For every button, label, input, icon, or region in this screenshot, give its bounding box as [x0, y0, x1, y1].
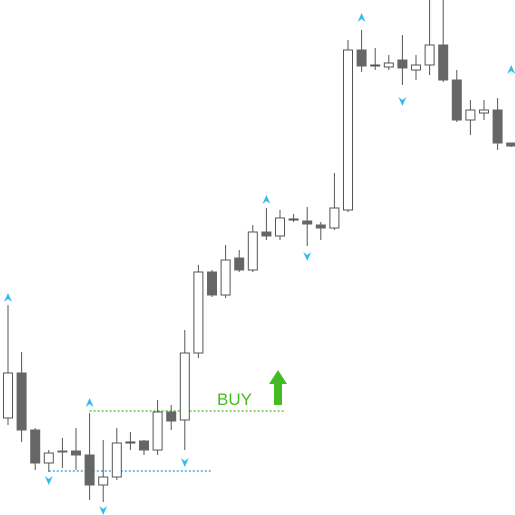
down-fractal [44, 476, 53, 485]
candle-body [43, 452, 54, 464]
up-fractal [262, 195, 271, 204]
candle-body [152, 411, 163, 451]
candle-body [424, 44, 435, 66]
candle-body [139, 440, 149, 451]
candle-body [506, 142, 515, 147]
candle-body [329, 207, 340, 229]
candle-body [383, 62, 394, 68]
candle-body [16, 372, 27, 431]
buy-arrow [269, 370, 287, 405]
candle-body [397, 59, 408, 69]
candle-body [193, 271, 204, 354]
candle-body [179, 352, 190, 421]
candle-body [125, 441, 136, 444]
candle-body [411, 64, 421, 71]
candle-body [356, 49, 367, 67]
candle-body [3, 372, 13, 419]
candle-body [234, 257, 245, 271]
up-fractal [507, 65, 515, 74]
candle-body [288, 218, 299, 221]
candle-body [465, 109, 476, 121]
candle-body [492, 109, 503, 144]
candle-body [71, 450, 81, 456]
up-fractal [4, 293, 12, 302]
candle-body [370, 64, 381, 67]
down-fractal [99, 506, 108, 515]
candle-body [98, 476, 109, 486]
candle-body [315, 224, 326, 229]
candle-body [451, 79, 462, 121]
candle-body [111, 442, 122, 478]
candle-body [247, 231, 258, 271]
signal-label: BUY [217, 390, 252, 409]
candle-body [57, 450, 68, 453]
candle-body [30, 429, 41, 464]
candle-body [343, 49, 353, 211]
down-fractal [180, 458, 189, 467]
candle-body [302, 220, 313, 225]
candle-body [438, 44, 449, 81]
up-fractal [85, 398, 94, 407]
candle-body [84, 454, 95, 486]
candle-body [261, 231, 272, 237]
candle-body [275, 217, 285, 237]
up-fractal [357, 13, 366, 22]
candle-body [220, 259, 231, 296]
down-fractal [398, 97, 407, 106]
candle-body [166, 411, 177, 422]
candle-body [207, 271, 217, 296]
down-fractal [303, 252, 312, 261]
candle-body [479, 109, 489, 114]
